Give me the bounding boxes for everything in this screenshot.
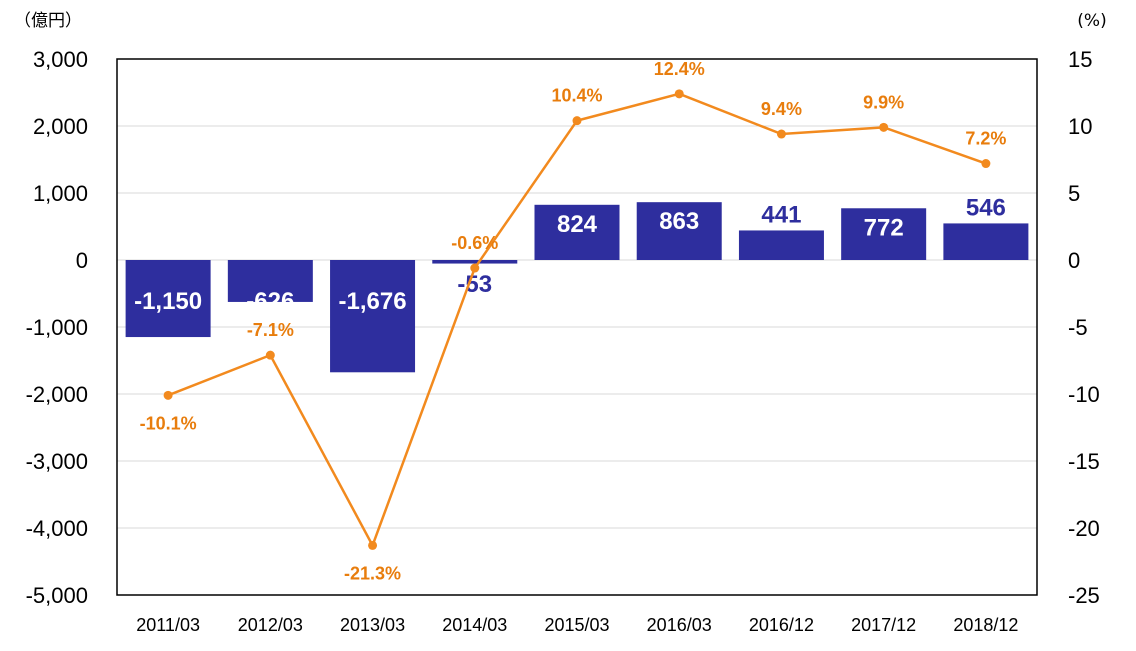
left-tick-label: -1,000 (26, 315, 88, 340)
right-tick-label: -20 (1068, 516, 1100, 541)
bar-value-label: -1,676 (339, 288, 407, 315)
line-series: -10.1% -7.1% -21.3% -0.6% 10.4% 12.4% 9.4% 9.9%… (140, 59, 1007, 584)
bar (738, 230, 824, 260)
line-value-label: -7.1% (247, 320, 294, 340)
x-tick-label: 2012/03 (238, 615, 303, 635)
bar-value-label: -53 (457, 271, 492, 298)
line-value-label: 9.4% (761, 99, 802, 119)
bar (943, 223, 1029, 260)
bar-value-label: -626 (246, 288, 294, 315)
left-tick-label: 2,000 (33, 114, 88, 139)
left-tick-label: -5,000 (26, 583, 88, 608)
x-tick-label: 2015/03 (544, 615, 609, 635)
right-axis: 15 10 5 0 -5 -10 -15 -20 -25 (1068, 47, 1100, 608)
right-tick-label: -25 (1068, 583, 1100, 608)
left-tick-label: 0 (76, 248, 88, 273)
plot-frame (116, 58, 1038, 596)
bar-value-label: 546 (966, 194, 1006, 221)
x-axis: 2011/03 2012/03 2013/03 2014/03 2015/03 2016/… (136, 615, 1018, 635)
x-tick-label: 2013/03 (340, 615, 405, 635)
bar (432, 260, 518, 264)
left-axis-unit: （億円） (14, 11, 82, 31)
bar (125, 260, 211, 338)
right-tick-label: -10 (1068, 382, 1100, 407)
bar-value-label: 863 (659, 208, 699, 235)
bar (227, 260, 313, 302)
right-tick-label: -5 (1068, 315, 1088, 340)
line-point (981, 159, 991, 169)
x-tick-label: 2016/03 (647, 615, 712, 635)
bar-value-label: 824 (557, 211, 598, 238)
bar (330, 260, 416, 373)
line-point (674, 89, 684, 99)
bar-value-label: 441 (761, 201, 801, 228)
line-point (368, 540, 378, 550)
left-tick-label: 1,000 (33, 181, 88, 206)
x-tick-label: 2011/03 (136, 615, 200, 635)
bar (534, 204, 620, 260)
line-point (776, 129, 786, 139)
line-point (470, 263, 480, 273)
line-point (572, 116, 582, 126)
right-tick-label: 0 (1068, 248, 1080, 273)
x-tick-label: 2014/03 (442, 615, 507, 635)
left-axis: 3,000 2,000 1,000 0 -1,000 -2,000 -3,000 -4,000… (26, 47, 88, 608)
line-value-label: 12.4% (654, 59, 705, 79)
line-point (163, 390, 173, 400)
line-point (879, 122, 889, 132)
bar (841, 208, 927, 260)
right-tick-label: 10 (1068, 114, 1092, 139)
right-tick-label: 15 (1068, 47, 1092, 72)
x-tick-label: 2016/12 (749, 615, 814, 635)
bar-value-label: 772 (864, 214, 904, 241)
bar-value-label: -1,150 (134, 288, 202, 315)
line-value-label: 10.4% (551, 86, 602, 106)
bar (636, 202, 722, 260)
line-point (265, 350, 275, 360)
x-tick-label: 2018/12 (953, 615, 1018, 635)
line-value-label: 7.2% (965, 129, 1006, 149)
left-tick-label: -4,000 (26, 516, 88, 541)
left-tick-label: -3,000 (26, 449, 88, 474)
left-tick-label: 3,000 (33, 47, 88, 72)
line-value-label: -10.1% (140, 413, 197, 433)
right-axis-unit: (%) (1077, 11, 1106, 31)
left-tick-label: -2,000 (26, 382, 88, 407)
right-tick-label: -15 (1068, 449, 1100, 474)
line-value-label: -0.6% (451, 233, 498, 253)
line-value-label: -21.3% (344, 563, 401, 583)
line-value-label: 9.9% (863, 92, 904, 112)
right-tick-label: 5 (1068, 181, 1080, 206)
bar-series: -1,150 -626 -1,676 -53 824 863 441 772 546 (125, 194, 1029, 373)
x-tick-label: 2017/12 (851, 615, 916, 635)
